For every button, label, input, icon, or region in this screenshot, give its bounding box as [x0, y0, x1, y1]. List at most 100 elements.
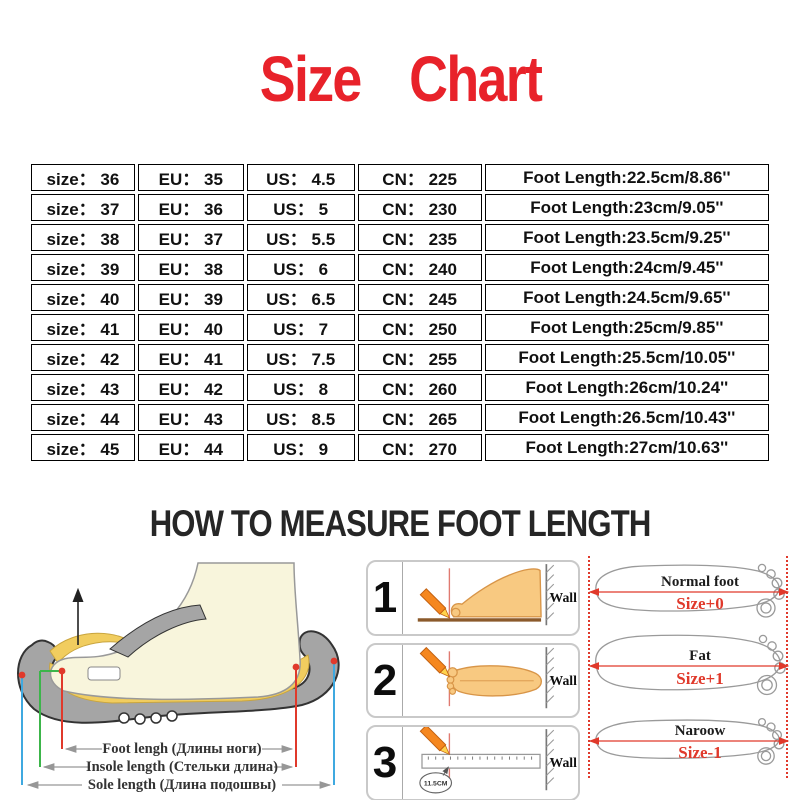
table-row: size： 38 EU： 37 US： 5.5 CN： 235 Foot Len… [31, 224, 769, 251]
cn-cell: CN： 240 [357, 254, 482, 281]
eu-cell: EU： 38 [137, 254, 244, 281]
foot-length-cell: Foot Length:24cm/9.45'' [484, 254, 769, 281]
step-2-panel: 2 Wall [366, 642, 580, 719]
measure-heading: HOW TO MEASURE FOOT LENGTH [149, 503, 652, 544]
shoe-side-illustration: Foot lengh (Длины ноги) Insole length (С… [17, 562, 340, 793]
fat-foot-outline: Fat Size+1 [588, 634, 790, 696]
wall-hatch [545, 729, 555, 791]
table-row: size： 36 EU： 35 US： 4.5 CN： 225 Foot Len… [31, 164, 769, 191]
foot-type-normal: Normal foot Size+0 [582, 554, 798, 628]
foot-type-size: Size+0 [676, 594, 723, 613]
cn-cell: CN： 270 [357, 434, 482, 461]
table-row: size： 41 EU： 40 US： 7 CN： 250 Foot Lengt… [31, 314, 769, 341]
cn-cell: CN： 255 [357, 344, 482, 371]
foot-type-diagram: Normal foot Size+0 Fat Size+1 [582, 552, 798, 798]
foot-length-label: Foot lengh (Длины ноги) [102, 741, 261, 757]
cn-cell: CN： 265 [357, 404, 482, 431]
narrow-foot-outline: Naroow Size-1 [588, 717, 790, 765]
cn-cell: CN： 225 [357, 164, 482, 191]
size-cell: size： 40 [31, 284, 135, 311]
foot-type-size: Size-1 [678, 743, 721, 762]
cn-cell: CN： 260 [357, 374, 482, 401]
foot-length-cell: Foot Length:23.5cm/9.25'' [484, 224, 769, 251]
foot-length-cell: Foot Length:25.5cm/10.05'' [484, 344, 769, 371]
table-row: size： 45 EU： 44 US： 9 CN： 270 Foot Lengt… [31, 434, 769, 461]
shoe-measure-diagram: Foot lengh (Длины ноги) Insole length (С… [2, 558, 364, 798]
size-conversion-table: size： 36 EU： 35 US： 4.5 CN： 225 Foot Len… [28, 161, 772, 464]
measure-heading-wrap: HOW TO MEASURE FOOT LENGTH [0, 503, 800, 545]
table-row: size： 43 EU： 42 US： 8 CN： 260 Foot Lengt… [31, 374, 769, 401]
foot-type-size: Size+1 [676, 669, 723, 688]
us-cell: US： 4.5 [246, 164, 355, 191]
wall-hatch [545, 646, 555, 708]
ruler-note: 11.5CM [424, 781, 448, 788]
table-row: size： 39 EU： 38 US： 6 CN： 240 Foot Lengt… [31, 254, 769, 281]
eu-cell: EU： 41 [137, 344, 244, 371]
us-cell: US： 8.5 [246, 404, 355, 431]
us-cell: US： 9 [246, 434, 355, 461]
step-3-illustration: 11.5CM Wall [419, 727, 578, 794]
step-3-panel: 3 [366, 725, 580, 800]
foot-length-cell: Foot Length:27cm/10.63'' [484, 434, 769, 461]
table-row: size： 44 EU： 43 US： 8.5 CN： 265 Foot Len… [31, 404, 769, 431]
cn-cell: CN： 235 [357, 224, 482, 251]
wall-hatch [545, 564, 555, 626]
step-1-number: 1 [368, 562, 403, 634]
step-2-illustration: Wall [419, 646, 577, 708]
foot-type-name: Naroow [675, 723, 726, 739]
page-title: Size Chart [259, 43, 542, 115]
measure-lines [18, 657, 338, 785]
us-cell: US： 6 [246, 254, 355, 281]
table-row: size： 37 EU： 36 US： 5 CN： 230 Foot Lengt… [31, 194, 769, 221]
foot-type-name: Fat [689, 648, 711, 664]
size-cell: size： 43 [31, 374, 135, 401]
step-1-panel: 1 Wall [366, 560, 580, 636]
foot-length-cell: Foot Length:26.5cm/10.43'' [484, 404, 769, 431]
step-1-illustration: Wall [417, 564, 578, 626]
label-arrows [26, 745, 332, 789]
step-3-number: 3 [368, 727, 403, 800]
cn-cell: CN： 230 [357, 194, 482, 221]
us-cell: US： 6.5 [246, 284, 355, 311]
eu-cell: EU： 42 [137, 374, 244, 401]
sole-length-label: Sole length (Длина подошвы) [88, 777, 276, 793]
size-cell: size： 41 [31, 314, 135, 341]
size-cell: size： 45 [31, 434, 135, 461]
foot-side-shape [450, 568, 542, 618]
pencil-icon [419, 646, 451, 678]
table-row: size： 42 EU： 41 US： 7.5 CN： 255 Foot Len… [31, 344, 769, 371]
wall-label: Wall [550, 755, 578, 770]
size-cell: size： 44 [31, 404, 135, 431]
foot-length-cell: Foot Length:22.5cm/8.86'' [484, 164, 769, 191]
size-cell: size： 36 [31, 164, 135, 191]
size-cell: size： 42 [31, 344, 135, 371]
eu-cell: EU： 40 [137, 314, 244, 341]
us-cell: US： 7 [246, 314, 355, 341]
step-2-number: 2 [368, 644, 403, 717]
shoe-collar-shape [109, 604, 207, 658]
size-cell: size： 39 [31, 254, 135, 281]
pencil-icon [419, 727, 451, 756]
ruler-shape [421, 754, 541, 770]
wall-label: Wall [550, 590, 578, 605]
eu-cell: EU： 44 [137, 434, 244, 461]
ruler-note-bubble [419, 772, 453, 794]
foot-length-cell: Foot Length:26cm/10.24'' [484, 374, 769, 401]
page-title-wrap: Size Chart [0, 42, 800, 116]
foot-length-cell: Foot Length:23cm/9.05'' [484, 194, 769, 221]
eu-cell: EU： 39 [137, 284, 244, 311]
cn-cell: CN： 250 [357, 314, 482, 341]
cn-cell: CN： 245 [357, 284, 482, 311]
size-cell: size： 37 [31, 194, 135, 221]
foot-type-narrow: Naroow Size-1 [582, 704, 798, 778]
foot-type-name: Normal foot [661, 574, 739, 590]
insole-length-label: Insole length (Стельки длина) [86, 759, 278, 775]
us-cell: US： 8 [246, 374, 355, 401]
us-cell: US： 5 [246, 194, 355, 221]
us-cell: US： 7.5 [246, 344, 355, 371]
eu-cell: EU： 37 [137, 224, 244, 251]
toe-notch [87, 666, 121, 681]
table-row: size： 40 EU： 39 US： 6.5 CN： 245 Foot Len… [31, 284, 769, 311]
measure-steps: 1 Wall 2 [366, 560, 580, 800]
